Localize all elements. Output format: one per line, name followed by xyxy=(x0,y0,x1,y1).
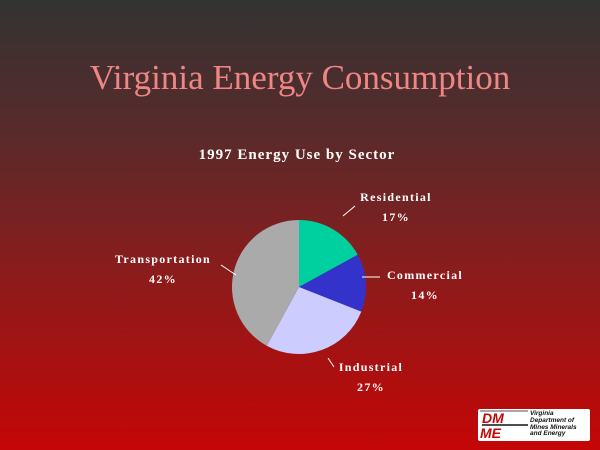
pie-slice-industrial xyxy=(266,287,362,354)
logo-line: Mines Minerals xyxy=(530,423,577,431)
slice-label-commercial: Commercial xyxy=(387,268,463,282)
label-leaders xyxy=(220,205,380,368)
leader-line xyxy=(327,357,335,368)
leader-line xyxy=(342,205,356,217)
logo-text: Virginia Department of Mines Minerals an… xyxy=(530,410,577,438)
slide-title: Virginia Energy Consumption xyxy=(89,58,511,97)
dmme-logo-mark-icon: DM ME xyxy=(480,410,528,441)
logo-line: Department of xyxy=(530,416,575,424)
slice-pct-residential: 17% xyxy=(382,210,410,224)
dmme-logo: DM ME Virginia Department of Mines Miner… xyxy=(478,409,590,441)
slice-pct-commercial: 14% xyxy=(411,288,439,302)
chart-title: 1997 Energy Use by Sector xyxy=(199,147,396,163)
svg-text:DM: DM xyxy=(482,410,504,426)
logo-line: and Energy xyxy=(530,430,566,438)
slice-pct-industrial: 27% xyxy=(357,380,385,394)
pie-slice-commercial xyxy=(299,254,366,312)
slice-label-transportation: Transportation xyxy=(115,252,211,266)
svg-text:ME: ME xyxy=(480,425,502,441)
pie-slice-residential xyxy=(299,220,358,287)
pie-slice-transportation xyxy=(231,220,299,346)
slice-label-industrial: Industrial xyxy=(339,360,403,374)
logo-line: Virginia xyxy=(530,410,554,417)
pie-slices xyxy=(231,220,366,354)
slice-pct-transportation: 42% xyxy=(149,272,177,286)
slice-label-residential: Residential xyxy=(360,190,432,204)
leader-line xyxy=(220,264,237,276)
slice-labels: Residential 17% Commercial 14% Industrial 27%… xyxy=(115,190,463,394)
